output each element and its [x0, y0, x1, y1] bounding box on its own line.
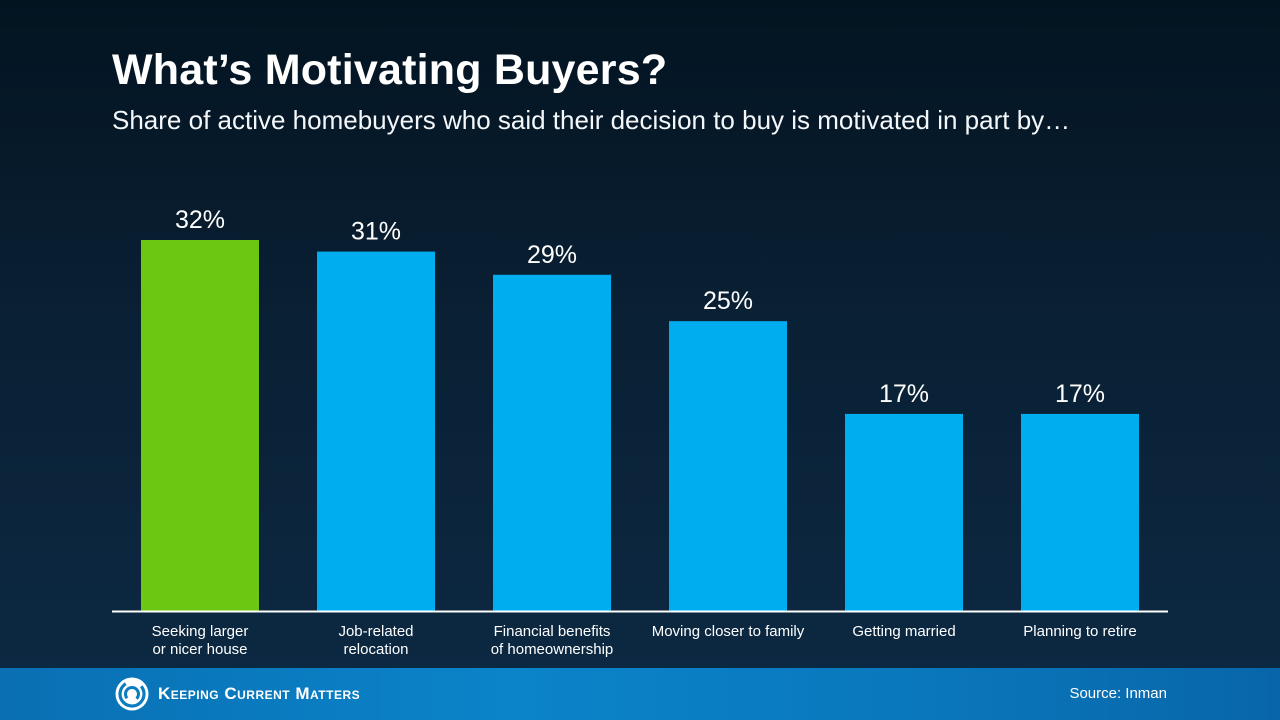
bar-0 [141, 240, 259, 611]
category-label-1: Job-related relocation [338, 623, 413, 658]
data-label-0: 32% [175, 206, 225, 234]
category-label-5: Planning to retire [1023, 623, 1136, 640]
brand-logo: Keeping Current Matters [114, 676, 360, 712]
category-label-2: Financial benefits of homeownership [491, 623, 614, 658]
footer-bar: Keeping Current Matters Source: Inman [0, 668, 1280, 720]
chart-subtitle: Share of active homebuyers who said thei… [112, 105, 1071, 135]
category-label-0: Seeking larger or nicer house [152, 623, 249, 658]
data-label-5: 17% [1055, 380, 1105, 408]
chart-title: What’s Motivating Buyers? [112, 46, 668, 94]
bar-1 [317, 251, 435, 611]
category-label-4: Getting married [852, 623, 955, 640]
data-label-4: 17% [879, 380, 929, 408]
bar-3 [669, 321, 787, 611]
bar-2 [493, 274, 611, 611]
brand-name: Keeping Current Matters [158, 684, 361, 703]
data-label-2: 29% [527, 241, 577, 269]
source-note: Source: Inman [1069, 685, 1167, 702]
kcm-swirl-logo-icon [115, 677, 149, 711]
bar-4 [845, 413, 963, 611]
bar-5 [1021, 413, 1139, 611]
category-label-3: Moving closer to family [652, 623, 805, 640]
data-label-3: 25% [703, 287, 753, 315]
bar-chart: 32% Seeking larger or nicer house 31% Job-re… [141, 206, 1139, 658]
data-label-1: 31% [351, 218, 401, 246]
